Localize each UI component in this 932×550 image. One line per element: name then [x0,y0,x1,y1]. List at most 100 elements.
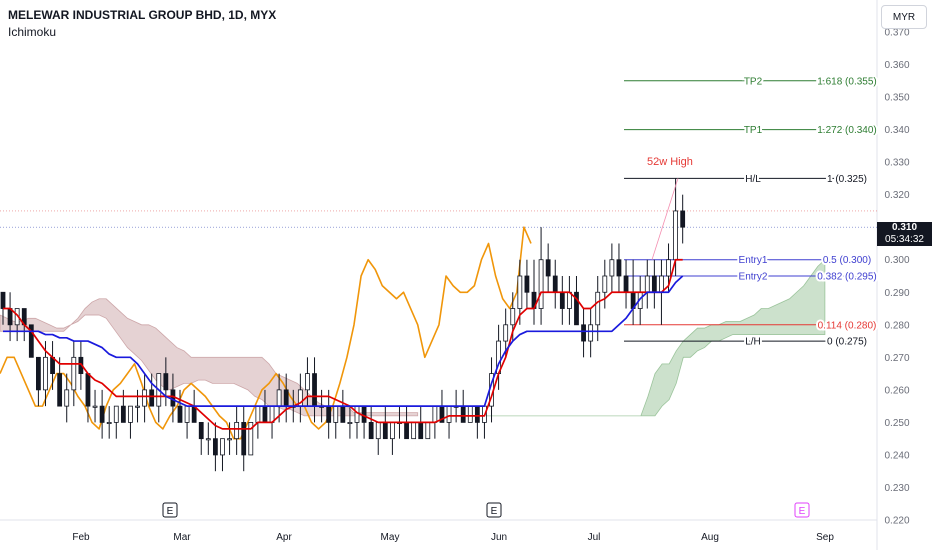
candle-body [503,324,509,342]
fib-left-label: TP2 [744,76,763,87]
time-tick-label: Sep [816,532,834,543]
tenkan-sen-line [3,258,683,430]
price-tick-label: 0.280 [884,320,909,331]
candle-body [517,275,523,309]
chikou-span-line [0,226,532,440]
fib-left-label: H/L [745,174,761,185]
earnings-marker [162,502,178,518]
candle-body [149,389,155,407]
earnings-marker [486,502,502,518]
fib-left-label: Entry1 [739,255,768,266]
candle-body [609,259,615,277]
kumo-bullish [478,258,826,417]
indicator-label[interactable]: Ichimoku [8,25,57,39]
time-tick-label: May [381,532,400,543]
fib-right-label: 1 (0.325) [827,174,867,185]
fib-right-label: 0.114 (0.280) [818,320,877,331]
candle-body [227,438,232,441]
time-tick-label: Jul [588,532,601,543]
candle-body [389,421,395,440]
price-tick-label: 0.270 [884,353,909,364]
fib-right-label: 0.382 (0.295) [817,272,877,283]
fib-right-label: 1.618 (0.355) [817,76,877,87]
candle-body [666,259,671,277]
chart-title: MELEWAR INDUSTRIAL GROUP BHD, 1D, MYX [8,8,277,22]
candle-body [354,405,360,423]
candle-body [234,421,240,440]
candle-body [467,405,473,423]
candle-body [552,275,558,293]
candle-body [559,291,565,309]
price-tick-label: 0.260 [884,385,909,396]
candle-body [333,405,339,423]
candle-body [574,291,579,326]
candle-body [57,373,63,407]
candle-body [170,389,176,407]
price-tick-label: 0.300 [884,255,909,266]
candle-body [135,405,140,408]
earnings-marker-label: E [799,506,806,517]
candle-body [28,324,34,358]
candle-body [262,405,268,423]
candle-body [99,405,105,423]
candle-body [205,438,211,441]
price-tick-label: 0.290 [884,288,909,299]
price-tick-label: 0.360 [884,60,909,71]
candle-body [581,324,586,342]
candle-body [510,308,516,326]
time-tick-label: Feb [72,532,90,543]
candle-body [128,405,133,423]
candle-body [432,405,438,423]
candle-body [198,421,204,440]
candle-body [92,405,98,408]
candle-body [368,421,374,440]
candle-body [545,259,551,277]
candle-body [255,405,261,423]
fib-left-label: Entry2 [739,272,768,283]
candle-body [375,421,381,440]
price-tick-label: 0.320 [884,190,909,201]
time-tick-label: Mar [173,532,191,543]
price-tick-label: 0.250 [884,418,909,429]
candle-body [120,405,126,423]
candle-body [71,356,77,391]
candle-body [446,405,452,423]
candle-body [241,421,247,456]
kumo-bearish [0,298,419,417]
candle-body [673,210,678,261]
fib-right-label: 0 (0.275) [827,337,867,348]
price-tick-label: 0.340 [884,125,909,136]
candle-body [460,405,466,423]
high-trend-line [651,178,679,260]
high-annotation: 52w High [647,156,693,168]
last-price-value: 0.310 [891,222,918,233]
candle-body [212,438,218,456]
candle-body [312,373,317,407]
candle-body [623,275,629,293]
currency-button[interactable]: MYR [881,5,927,29]
fib-right-label: 0.5 (0.300) [823,255,871,266]
bar-countdown: 05:34:32 [885,234,924,245]
candle-body [43,356,48,391]
price-tick-label: 0.330 [884,158,909,169]
earnings-marker [794,502,810,518]
candle-body [680,210,686,228]
candle-body [106,421,112,424]
candle-body [64,389,70,407]
time-tick-label: Jun [491,532,507,543]
candle-body [113,405,119,423]
candle-body [602,275,608,293]
candle-body [36,356,41,391]
candle-body [347,421,353,424]
candle-body [276,389,282,407]
candle-body [184,405,190,423]
price-tick-label: 0.350 [884,93,909,104]
price-tick-label: 0.220 [884,516,909,527]
price-tick-label: 0.240 [884,450,909,461]
candle-body [404,421,409,440]
candle-body [382,421,388,440]
fib-left-label: L/H [745,337,761,348]
candle-body [538,259,544,309]
candle-body [651,275,657,293]
